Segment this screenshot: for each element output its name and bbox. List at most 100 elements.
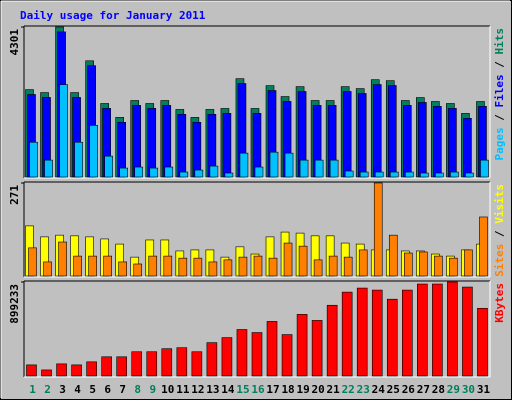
bar [74,141,83,178]
bar [254,166,264,178]
bar [342,91,352,178]
bar [420,172,429,178]
legend-separator [493,237,506,244]
bar [299,159,309,178]
x-tick-label: 12 [191,383,204,396]
x-tick-label: 29 [447,383,460,396]
bar [88,255,97,277]
bar [403,105,412,178]
bar [223,259,233,277]
x-tick-label: 1 [29,383,36,396]
bar [239,152,249,178]
bar [161,348,173,377]
bar [283,242,293,277]
bar [372,84,382,178]
legend-entry: KBytes [493,283,506,323]
bar [434,255,443,277]
bar [371,289,383,377]
legend-separator [493,68,506,75]
bar [131,351,143,377]
bar [134,166,144,178]
x-tick-label: 13 [206,383,219,396]
bar [89,125,98,178]
bar [222,113,232,178]
bar [133,263,143,277]
bar [253,255,263,277]
bar [284,152,294,178]
bar [59,84,68,178]
bar [477,307,488,377]
bar [374,171,384,178]
bar [179,171,189,178]
x-tick-label: 20 [312,383,325,396]
bar [373,182,383,277]
bar [147,108,157,178]
bar [405,171,414,178]
legend-separator [493,55,506,62]
bar [463,118,472,178]
x-tick-label: 2 [44,383,51,396]
bar [281,334,293,377]
bar [388,234,398,277]
x-tick-label: 11 [176,383,190,396]
bar [435,172,444,178]
bar [386,298,398,377]
legend-entry: Pages [493,127,506,160]
legend-separator [493,108,506,115]
x-tick-label: 8 [134,383,141,396]
x-tick-label: 16 [251,383,265,396]
legend: Sites / Visits [493,184,506,277]
x-tick-label: 10 [161,383,174,396]
bar [149,167,159,178]
bar [86,361,97,377]
bar [433,106,442,178]
legend-entry: Hits [493,28,506,55]
bar [448,108,457,178]
x-tick-label: 18 [281,383,294,396]
legend-entry: Visits [493,184,506,224]
x-tick-label: 17 [266,383,279,396]
bar [357,93,367,178]
bar [449,257,458,277]
bar [268,257,278,277]
bar [132,105,142,178]
x-tick-label: 24 [372,383,386,396]
bar [418,102,427,178]
bar [118,261,127,277]
bar [359,171,369,178]
bar [44,159,53,178]
bar [29,141,38,178]
bar [176,347,188,377]
bar [356,287,368,377]
x-tick-label: 3 [59,383,66,396]
bar [450,171,459,178]
legend-separator [493,224,506,231]
bar [116,356,127,377]
y-tick-label: 4301 [8,29,21,56]
bar [224,172,234,178]
bar [177,114,187,178]
bar [311,320,323,377]
bar [343,256,353,277]
bar [58,241,67,277]
bar [402,289,413,377]
bar [404,252,413,277]
bar [313,259,323,277]
legend-separator: / [493,230,506,237]
bar [464,249,473,277]
bar [389,171,399,178]
bar [26,364,37,377]
x-tick-label: 19 [296,383,309,396]
bar [28,247,37,277]
bar [56,363,67,377]
bar [119,167,128,178]
x-tick-label: 21 [327,383,341,396]
bar [238,256,248,277]
bar [208,261,218,277]
legend-entry: Files [493,74,506,107]
bar [251,332,263,377]
bar [191,351,203,377]
x-tick-label: 15 [236,383,249,396]
bar [329,159,339,178]
